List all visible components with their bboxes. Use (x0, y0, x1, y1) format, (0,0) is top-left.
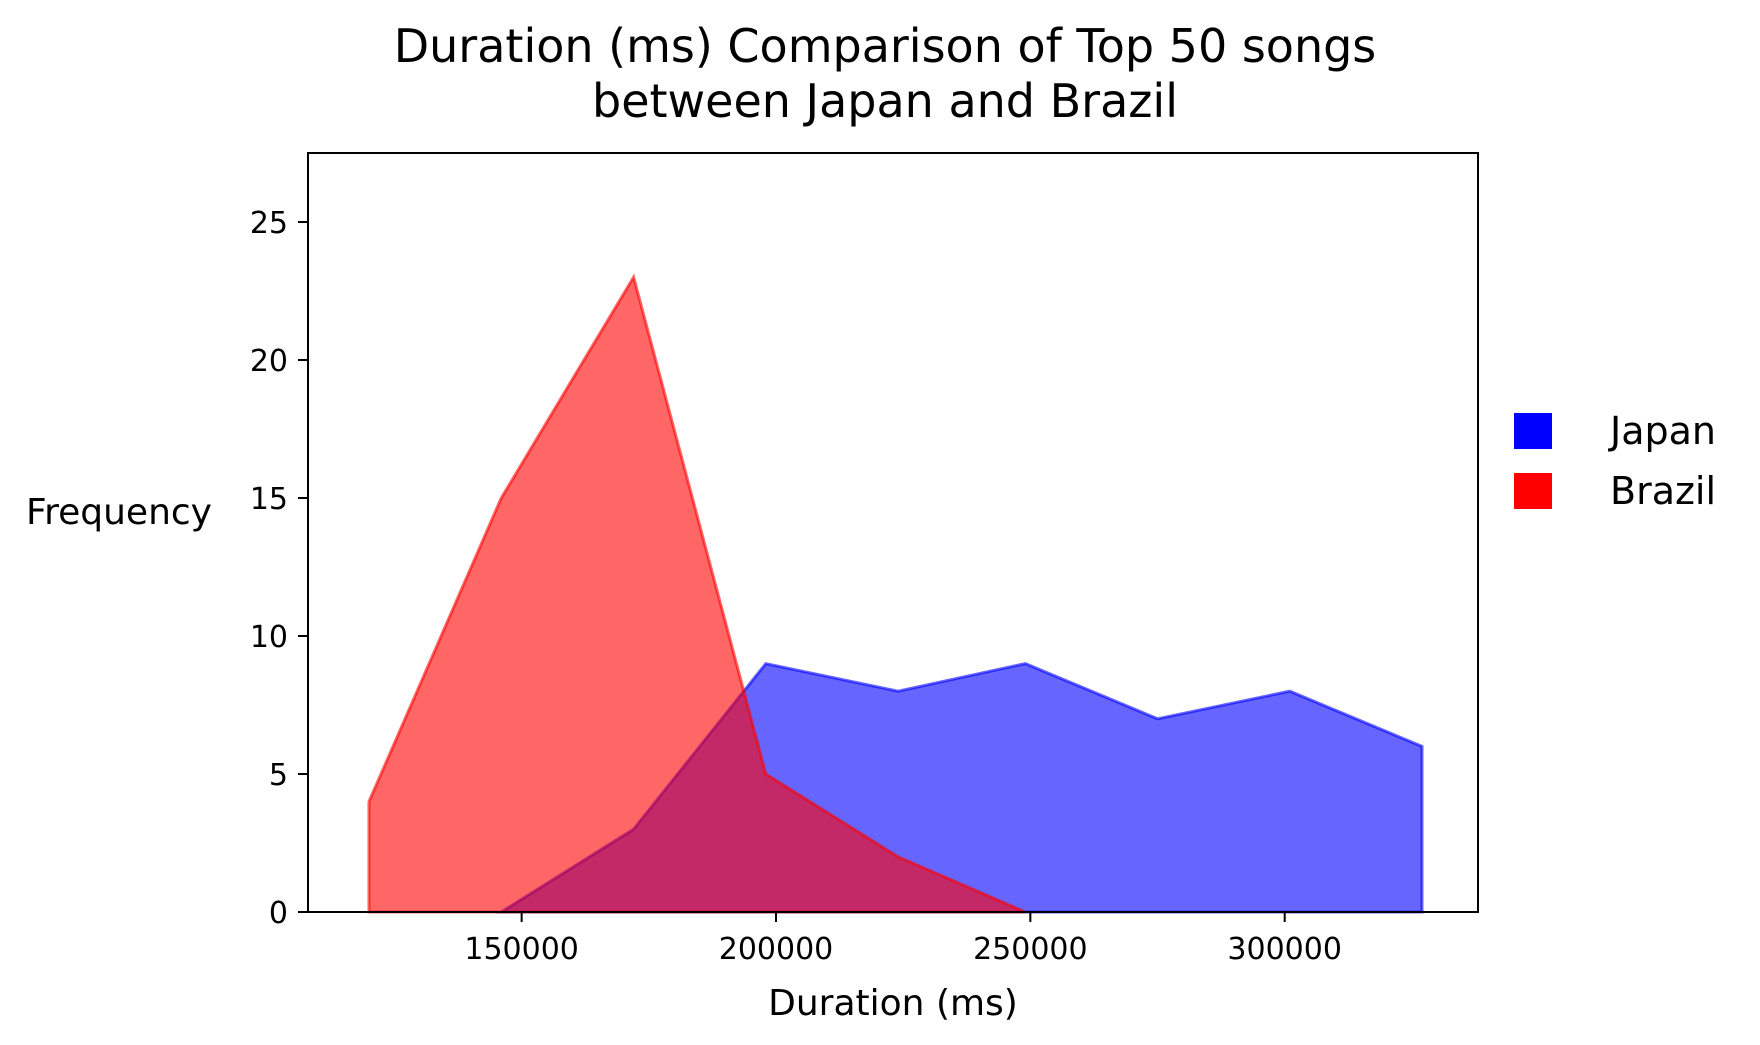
x-tick-label-3: 300000 (1227, 932, 1342, 967)
legend-swatch-japan (1514, 413, 1552, 449)
y-tick-label-2: 10 (250, 620, 288, 655)
y-tick-label-3: 15 (250, 482, 288, 517)
y-axis: 0 5 10 15 20 25 (250, 206, 308, 931)
x-tick-label-2: 250000 (973, 932, 1088, 967)
x-tick-label-1: 200000 (719, 932, 834, 967)
x-axis: 150000 200000 250000 300000 (464, 912, 1342, 967)
chart-title-line-2: between Japan and Brazil (592, 74, 1178, 128)
y-tick-label-5: 25 (250, 206, 288, 241)
plot-frame (307, 152, 1479, 913)
series-brazil (367, 273, 1026, 914)
legend-label-japan: Japan (1608, 409, 1716, 453)
series-layer (367, 273, 1424, 914)
x-tick-label-0: 150000 (464, 932, 579, 967)
y-tick-label-0: 0 (269, 896, 288, 931)
x-axis-label: Duration (ms) (768, 983, 1018, 1024)
y-tick-label-1: 5 (269, 758, 288, 793)
y-axis-label: Frequency (26, 492, 212, 533)
legend: Japan Brazil (1514, 409, 1716, 513)
y-tick-label-4: 20 (250, 344, 288, 379)
chart-title-line-1: Duration (ms) Comparison of Top 50 songs (394, 19, 1377, 73)
chart-title: Duration (ms) Comparison of Top 50 songs… (394, 19, 1377, 128)
legend-label-brazil: Brazil (1610, 469, 1716, 513)
legend-swatch-brazil (1514, 473, 1552, 509)
area-brazil (367, 273, 1026, 914)
